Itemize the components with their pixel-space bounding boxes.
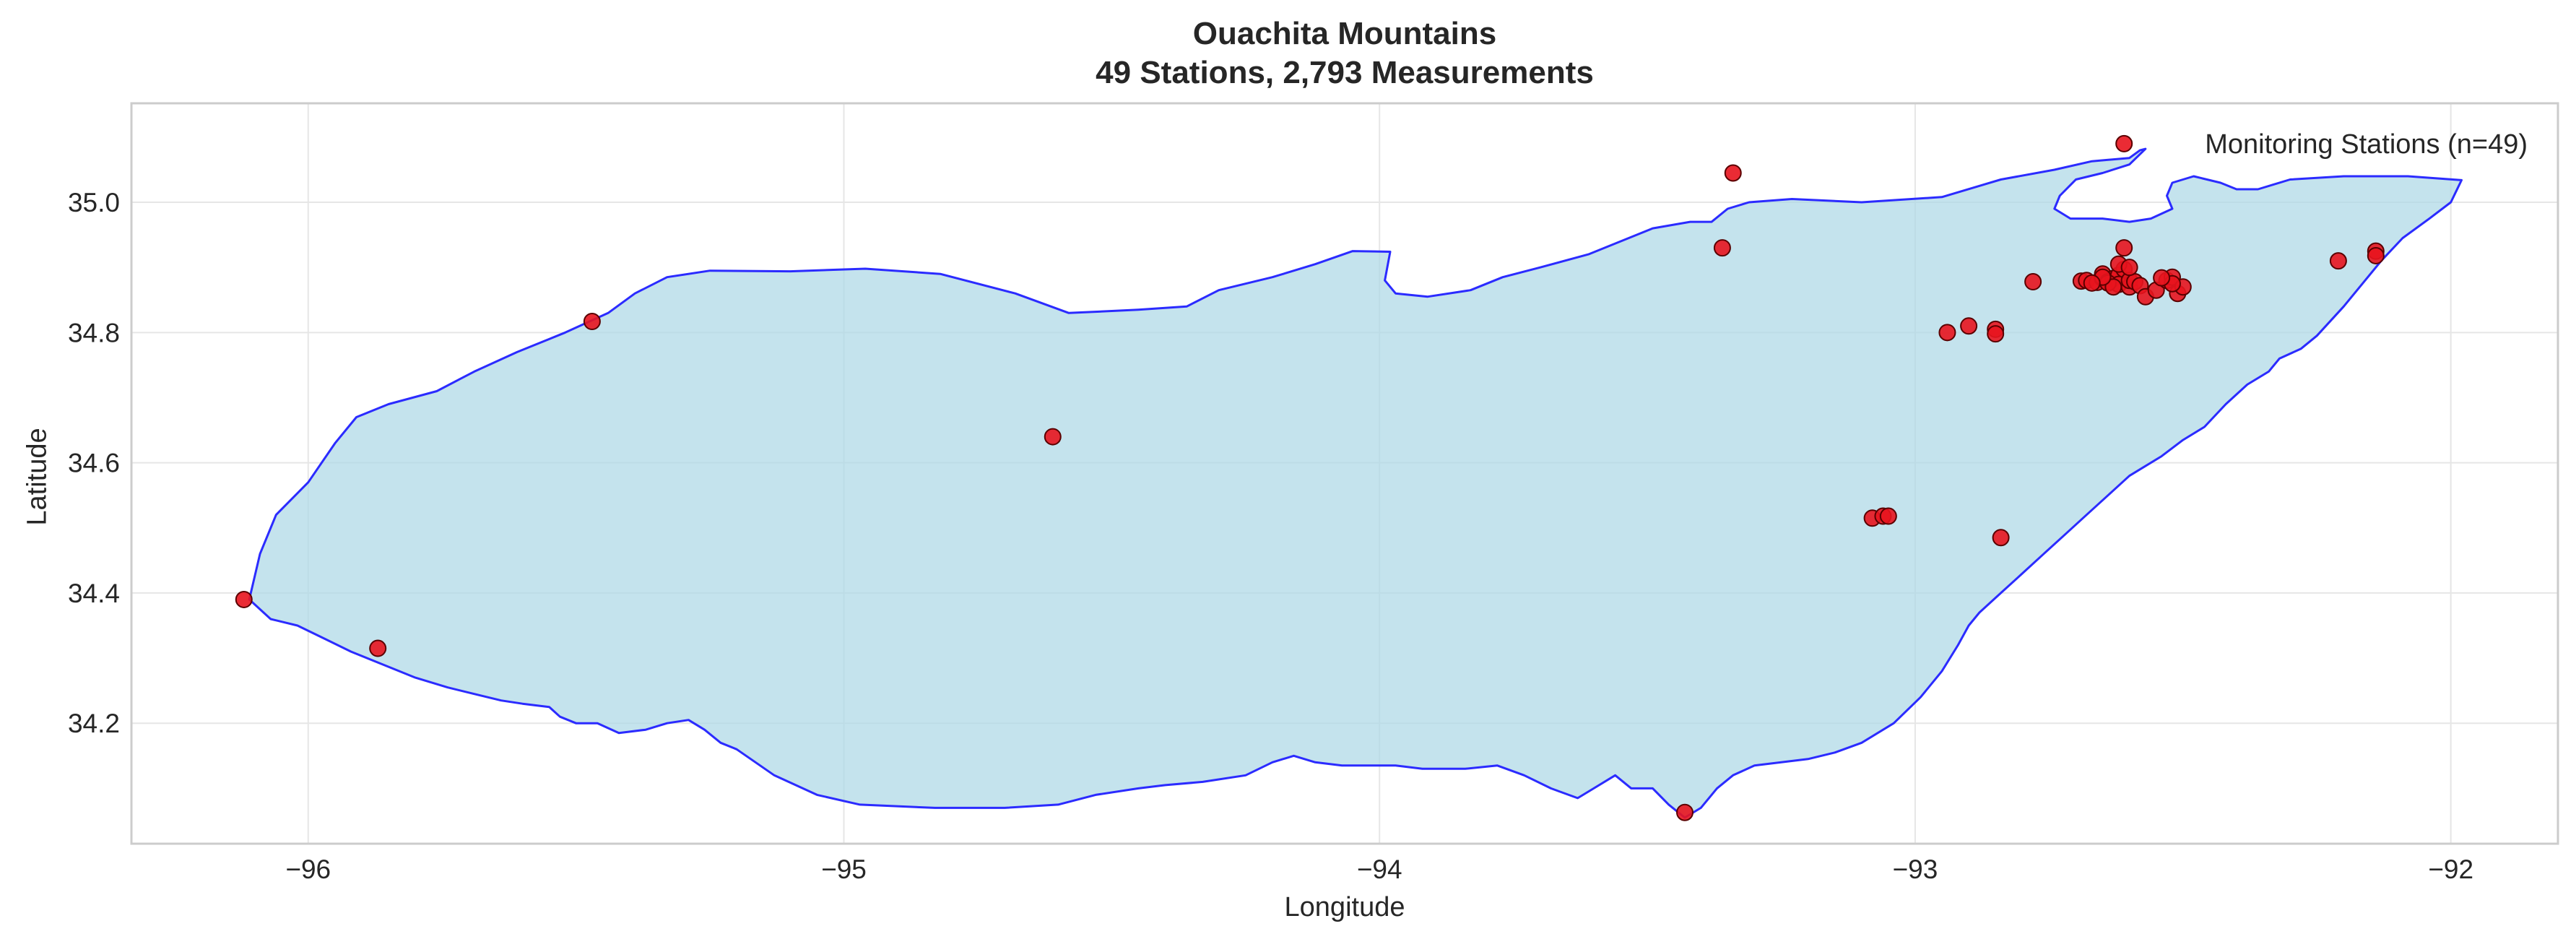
x-tick-label: −92 [2428,855,2473,884]
y-tick-label: 34.6 [68,449,120,478]
plot-frame [130,102,2559,845]
station-point [2367,246,2385,264]
station-point [1044,428,1062,446]
station-point [1879,507,1897,525]
station-point [2115,134,2133,152]
station-point [369,639,387,657]
station-point [1960,317,1978,335]
x-tick-label: −95 [821,855,867,884]
station-point [1724,164,1742,182]
y-tick-label: 34.4 [68,579,120,608]
station-point [1713,239,1731,257]
y-tick-label: 34.2 [68,709,120,738]
x-axis-ticks: −96 −95 −94 −93 −92 [285,855,2473,884]
y-tick-label: 34.8 [68,318,120,347]
station-point [1675,803,1694,821]
station-point [583,313,601,331]
station-point [2115,239,2133,257]
y-axis-label: Latitude [22,428,53,526]
station-point [2104,278,2122,296]
region-outline [248,147,2463,819]
x-tick-label: −94 [1357,855,1402,884]
y-tick-label: 35.0 [68,188,120,217]
station-point [2120,259,2138,277]
station-point [1938,324,1956,342]
station-markers [235,134,2385,821]
station-point [2024,273,2042,291]
x-axis-label: Longitude [1284,892,1405,922]
station-point [2153,269,2171,287]
x-tick-label: −96 [285,855,331,884]
station-point [1992,529,2010,547]
y-axis-ticks: 34.2 34.4 34.6 34.8 35.0 [68,188,120,738]
station-point [2329,252,2347,270]
station-point [235,590,253,608]
legend-label: Monitoring Stations (n=49) [2205,129,2528,160]
station-point [2083,274,2101,292]
station-point [1987,325,2005,343]
x-tick-label: −93 [1893,855,1938,884]
chart-title: Ouachita Mountains [1192,16,1497,51]
legend: Monitoring Stations (n=49) [2205,129,2528,160]
chart-subtitle: 49 Stations, 2,793 Measurements [1096,55,1594,90]
